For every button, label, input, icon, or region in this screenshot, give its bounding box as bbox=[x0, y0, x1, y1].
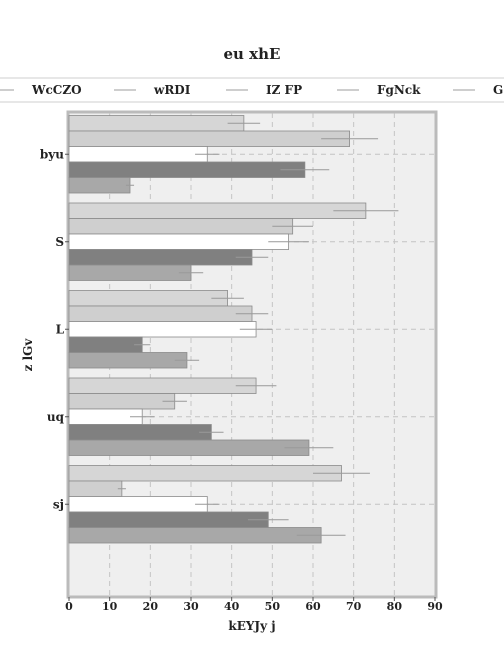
x-tick-label: 20 bbox=[143, 600, 159, 613]
bar bbox=[68, 511, 269, 528]
bar bbox=[68, 496, 208, 513]
bar bbox=[68, 439, 310, 456]
category-label: byu bbox=[40, 147, 64, 161]
bar bbox=[68, 177, 131, 194]
bar bbox=[68, 352, 188, 369]
bar bbox=[68, 424, 212, 441]
bar bbox=[68, 249, 253, 266]
x-axis-label: kEYJy j bbox=[228, 619, 275, 633]
bar bbox=[68, 130, 351, 147]
bar bbox=[68, 305, 253, 322]
y-axis: byu S Luq sj bbox=[40, 147, 69, 511]
bar bbox=[68, 233, 290, 250]
x-tick-label: 10 bbox=[102, 600, 118, 613]
legend-label: IZ FP bbox=[266, 83, 302, 97]
bar bbox=[68, 465, 342, 482]
legend-label: WcCZO bbox=[31, 83, 82, 97]
legend-box bbox=[0, 77, 504, 103]
chart-title: eu xhE bbox=[224, 45, 281, 63]
bar bbox=[68, 527, 322, 544]
category-label: S bbox=[55, 235, 64, 249]
x-tick-label: 80 bbox=[387, 600, 403, 613]
x-axis: 0 10 20 30 40 50 60 70 80 90 bbox=[65, 597, 443, 613]
x-tick-label: 30 bbox=[183, 600, 199, 613]
category-label: L bbox=[56, 322, 65, 336]
bar bbox=[68, 290, 229, 307]
bar bbox=[68, 161, 306, 178]
x-tick-label: 90 bbox=[427, 600, 443, 613]
x-tick-label: 40 bbox=[224, 600, 240, 613]
legend: WcCZO wRDI IZ FP FgNck G bbox=[0, 77, 504, 103]
legend-label: G bbox=[493, 83, 503, 97]
x-tick-label: 70 bbox=[346, 600, 362, 613]
y-axis-label: z lGv bbox=[21, 338, 35, 372]
x-tick-label: 60 bbox=[305, 600, 321, 613]
bar bbox=[68, 264, 192, 281]
bars bbox=[68, 115, 399, 544]
legend-label: FgNck bbox=[377, 83, 421, 97]
bar bbox=[68, 202, 367, 219]
bar bbox=[68, 218, 294, 235]
bar bbox=[68, 146, 208, 163]
bar bbox=[68, 321, 257, 338]
category-label: sj bbox=[53, 497, 64, 511]
bar bbox=[68, 336, 143, 353]
bar bbox=[68, 115, 245, 132]
x-tick-label: 50 bbox=[265, 600, 281, 613]
legend-label: wRDI bbox=[153, 83, 191, 97]
category-label: uq bbox=[47, 410, 65, 424]
bar bbox=[68, 480, 123, 497]
x-tick-label: 0 bbox=[65, 600, 73, 613]
bar bbox=[68, 377, 257, 394]
bar bbox=[68, 393, 176, 410]
